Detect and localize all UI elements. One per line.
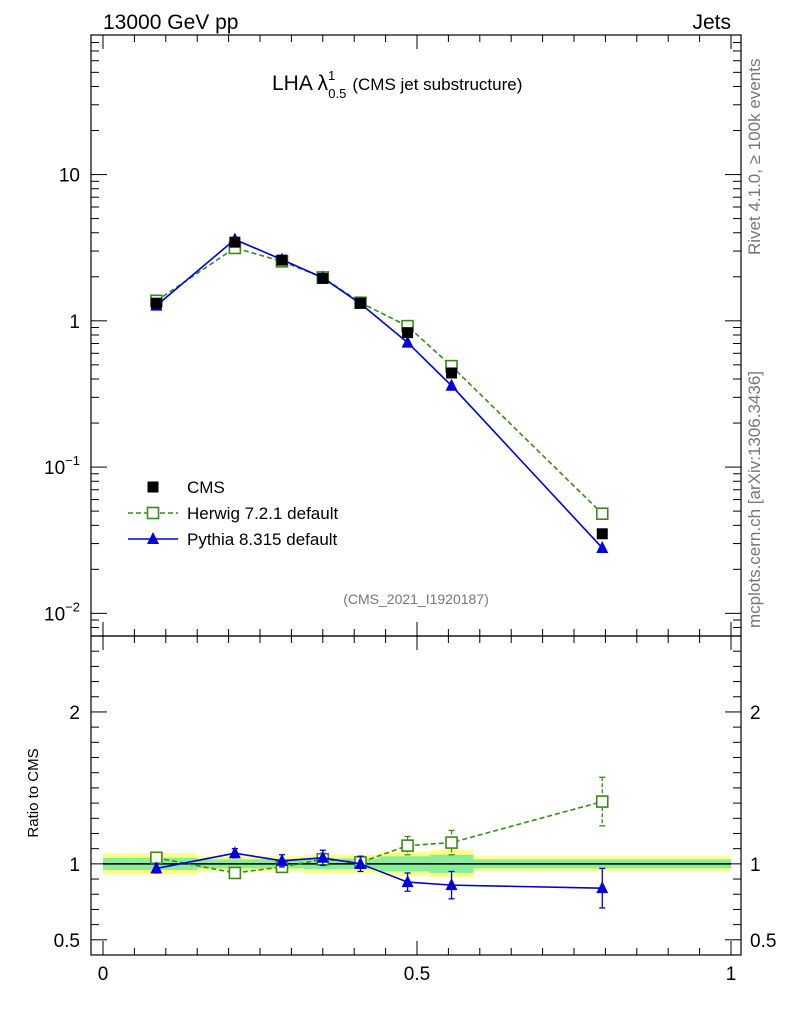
main-point-pythia [596,540,609,553]
y-tick-label-exponent: −1 [65,453,80,468]
main-point-cms [317,272,329,284]
plot-title-sub: 0.5 [328,86,346,101]
rivet-version-label: Rivet 4.1.0, ≥ 100k events [745,59,764,255]
ratio-axis-label: Ratio to CMS [25,748,42,837]
ratio-y-tick-label: 2 [69,703,80,724]
x-tick-label: 0 [98,964,109,985]
main-point-pythia [445,378,458,391]
main-point-pythia [401,335,414,348]
ratio-point-pythia [228,846,241,859]
y-tick-label: 10−2 [44,599,80,625]
legend-marker-herwig [146,506,160,520]
main-point-cms [229,236,241,248]
ratio-y-tick-label-right: 1 [750,855,761,876]
main-point-cms [402,327,414,339]
y-tick-label: 1 [69,312,80,333]
x-tick-label: 0.5 [404,964,430,985]
ratio-point-herwig [228,866,242,880]
y-tick-label-base: 10 [44,458,65,479]
ratio-point-herwig [401,839,414,852]
main-point-cms [446,367,458,379]
main-point-cms [276,254,288,266]
legend-label-herwig: Herwig 7.2.1 default [187,504,338,523]
legend-label-pythia: Pythia 8.315 default [187,530,338,549]
ratio-frame [90,635,742,956]
ratio-point-pythia [445,878,458,891]
ratio-point-pythia [275,853,288,866]
plot-title-suffix: (CMS jet substructure) [352,75,522,94]
main-point-cms [354,297,366,309]
ratio-point-pythia [401,875,414,888]
main-point-cms [596,528,608,540]
legend-marker-pythia [147,532,159,544]
ratio-y-tick-label-right: 0.5 [750,931,776,952]
ratio-point-pythia [354,856,367,869]
mcplots-label: mcplots.cern.ch [arXiv:1306.3436] [745,371,764,628]
ratio-y-tick-label: 1 [69,855,80,876]
header-energy-label: 13000 GeV pp [103,11,238,34]
x-tick-label: 1 [726,964,737,985]
main-line-pythia [155,238,603,549]
ratio-y-tick-label-right: 2 [750,703,761,724]
ratio-point-pythia [316,850,329,863]
plot-title: LHA λ1 0.5 (CMS jet substructure) [272,68,522,101]
ratio-line-pythia [156,852,603,889]
plot-title-sup: 1 [328,68,335,83]
ratio-point-herwig [445,836,458,849]
ratio-point-herwig [595,795,609,808]
analysis-id-watermark: (CMS_2021_I1920187) [343,591,489,607]
header-jets-label: Jets [692,11,731,34]
ratio-point-pythia [150,861,163,874]
y-tick-label-exponent: −2 [65,599,80,614]
y-tick-label: 10−1 [44,453,80,479]
y-tick-label: 10 [59,166,80,187]
ratio-point-pythia [596,881,609,894]
main-point-herwig [595,507,609,521]
legend-marker-cms [147,481,159,493]
legend-label-cms: CMS [187,478,225,497]
plot-title-main: LHA λ [272,72,329,95]
main-point-cms [150,297,162,309]
ratio-y-tick-label: 0.5 [54,931,80,952]
y-tick-label-base: 10 [44,604,65,625]
main-line-herwig [155,247,603,515]
